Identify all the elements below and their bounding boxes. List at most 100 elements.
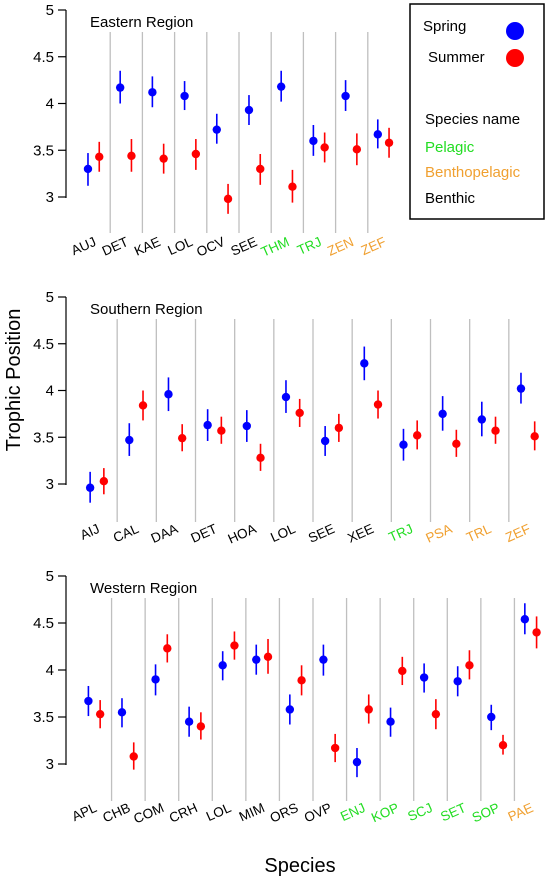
panel-title: Southern Region [90, 301, 203, 318]
data-point [498, 741, 508, 750]
data-point [95, 152, 104, 161]
category-label: DET [189, 521, 220, 546]
data-point [320, 436, 330, 446]
x-axis-label: Species [264, 855, 335, 877]
category-label: TRJ [386, 521, 415, 545]
data-point [452, 439, 461, 448]
category-label: APL [70, 800, 100, 824]
panel-title: Eastern Region [90, 14, 193, 31]
data-point [184, 717, 194, 726]
category-label: THM [259, 234, 292, 260]
data-point [83, 164, 93, 174]
data-point [191, 149, 201, 159]
y-tick-label: 4 [46, 662, 54, 679]
data-point [373, 400, 383, 409]
data-point [373, 130, 382, 139]
data-point [487, 712, 496, 722]
data-point [412, 431, 422, 440]
panel-1: 5 4.5 4 3.5 3 Eastern Region AUJ DET KAE LOL OCV SE… [33, 2, 394, 260]
data-point [276, 82, 286, 91]
data-point [159, 154, 168, 163]
data-point [242, 421, 252, 431]
legend-habitat-pelagic: Pelagic [425, 139, 475, 156]
y-tick-label: 5 [46, 568, 54, 585]
data-point [212, 125, 221, 134]
legend-series-spring-marker [506, 22, 524, 40]
data-point [285, 705, 295, 714]
category-label: AIJ [78, 521, 102, 543]
category-label: ZEN [325, 234, 356, 259]
data-point [223, 194, 233, 204]
category-label: ZEF [359, 234, 388, 258]
data-point [84, 696, 93, 706]
category-label: ORS [268, 800, 301, 826]
legend: Spring Summer Species name Pelagic Benth… [409, 3, 545, 220]
y-tick-label: 3.5 [33, 709, 54, 726]
data-point [330, 743, 340, 753]
category-label: ENJ [338, 800, 367, 824]
y-tick-label: 4.5 [33, 49, 54, 66]
y-tick-label: 4.5 [33, 615, 54, 632]
category-label: LOL [268, 521, 298, 545]
data-point [384, 138, 394, 147]
category-label: OCV [194, 234, 227, 260]
data-point [163, 644, 172, 653]
panel-title: Western Region [90, 580, 197, 597]
legend-box [409, 3, 545, 220]
category-label: SET [438, 800, 468, 824]
y-tick-label: 3 [46, 189, 54, 206]
data-point [309, 136, 318, 146]
category-label: KOP [369, 800, 401, 825]
data-point [252, 655, 261, 664]
category-label: CRH [167, 800, 200, 826]
data-point [319, 655, 328, 664]
y-tick-label: 3.5 [33, 429, 54, 446]
category-label: HOA [226, 521, 259, 547]
data-point [516, 384, 526, 393]
data-point [129, 752, 138, 761]
data-point [164, 390, 173, 399]
y-tick-label: 5 [46, 2, 54, 19]
data-point [453, 677, 462, 686]
category-label: TRL [464, 521, 494, 545]
data-point [218, 661, 227, 670]
data-point [431, 709, 441, 719]
data-point [530, 432, 539, 441]
category-label: SEE [229, 234, 260, 259]
data-point [491, 426, 500, 435]
data-point [477, 415, 487, 424]
data-point [117, 708, 127, 717]
data-point [399, 440, 408, 449]
category-label: PAE [506, 800, 536, 824]
category-label: CAL [111, 521, 142, 546]
legend-series-spring-label: Spring [423, 18, 466, 35]
legend-habitat-title: Species name [425, 111, 520, 128]
data-point [281, 392, 291, 402]
data-point [360, 359, 369, 368]
data-point [419, 673, 429, 682]
category-label: DET [100, 234, 131, 259]
data-point [115, 83, 125, 92]
data-point [263, 652, 273, 662]
data-point [151, 675, 160, 684]
y-tick-label: 3.5 [33, 142, 54, 159]
data-point [532, 628, 541, 637]
data-point [438, 409, 447, 419]
panel-2: 5 4.5 4 3.5 3 Southern Region AIJ CAL DAA DET HOA L… [33, 289, 539, 547]
category-label: XEE [345, 521, 376, 546]
data-point [341, 91, 350, 101]
y-tick-label: 4 [46, 96, 54, 113]
data-point [288, 182, 297, 191]
category-label: MIM [237, 800, 267, 824]
category-label: AUJ [69, 234, 98, 258]
data-point [244, 105, 254, 115]
category-label: CHB [100, 800, 132, 825]
data-point [352, 757, 362, 767]
data-point [386, 717, 395, 726]
data-point [230, 641, 239, 650]
y-tick-label: 4.5 [33, 336, 54, 353]
legend-series-summer-label: Summer [428, 49, 485, 66]
category-label: TRJ [295, 234, 324, 258]
